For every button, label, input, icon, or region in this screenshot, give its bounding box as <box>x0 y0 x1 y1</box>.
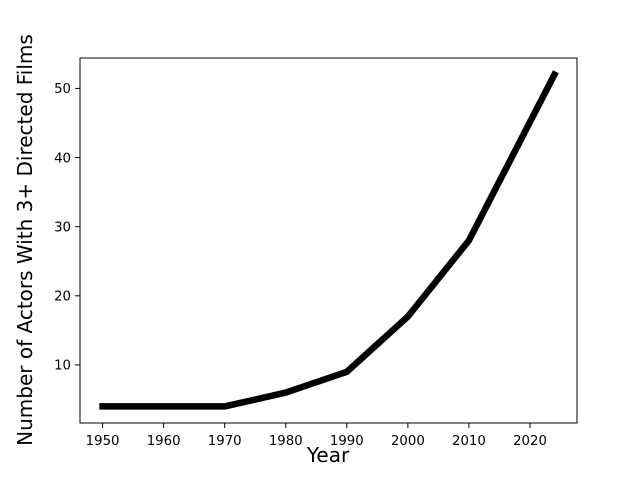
y-axis-label: Number of Actors With 3+ Directed Films <box>13 34 37 446</box>
x-axis-label: Year <box>306 443 350 467</box>
series-group <box>99 70 559 410</box>
data-line <box>99 70 559 410</box>
x-tick-label: 1960 <box>147 434 181 449</box>
plot-area <box>79 57 578 424</box>
y-tick-label: 30 <box>54 220 71 235</box>
y-axis: 10 20 30 40 50 <box>54 82 80 374</box>
x-tick-label: 2020 <box>513 434 547 449</box>
y-tick-label: 20 <box>54 290 71 305</box>
x-axis: 1950 1960 1970 1980 1990 2000 2010 2020 <box>86 423 547 449</box>
x-tick-label: 1970 <box>208 434 242 449</box>
x-tick-label: 2010 <box>452 434 486 449</box>
y-tick-label: 50 <box>54 82 71 97</box>
y-tick-label: 10 <box>54 359 71 374</box>
x-tick-label: 1990 <box>330 434 364 449</box>
x-tick-label: 1950 <box>86 434 120 449</box>
x-tick-label: 2000 <box>391 434 425 449</box>
y-tick-label: 40 <box>54 151 71 166</box>
x-tick-label: 1980 <box>269 434 303 449</box>
